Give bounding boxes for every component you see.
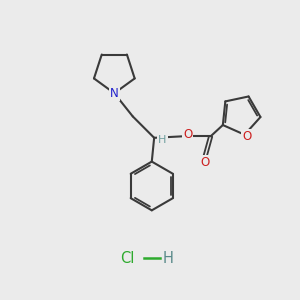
Text: O: O <box>200 156 209 169</box>
Text: O: O <box>183 128 192 141</box>
Text: N: N <box>110 87 119 100</box>
Text: H: H <box>158 135 167 145</box>
Text: H: H <box>162 251 173 266</box>
Text: Cl: Cl <box>121 251 135 266</box>
Text: O: O <box>242 130 252 143</box>
